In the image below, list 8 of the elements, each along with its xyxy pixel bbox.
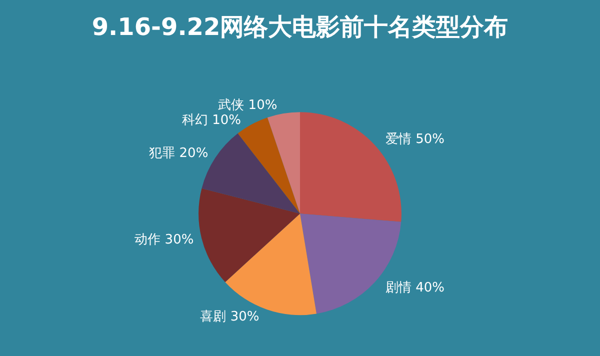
slice-label: 爱情 50% [385,132,445,147]
slice-label: 科幻 10% [182,113,241,128]
slice-label: 喜剧 30% [200,310,260,325]
slice-label: 犯罪 20% [149,146,208,162]
slice-label: 剧情 40% [385,280,445,296]
slice-label: 动作 30% [134,232,194,248]
chart-title: 9.16-9.22网络大电影前十名类型分布 [92,13,508,41]
slice-label: 武侠 10% [218,98,278,114]
